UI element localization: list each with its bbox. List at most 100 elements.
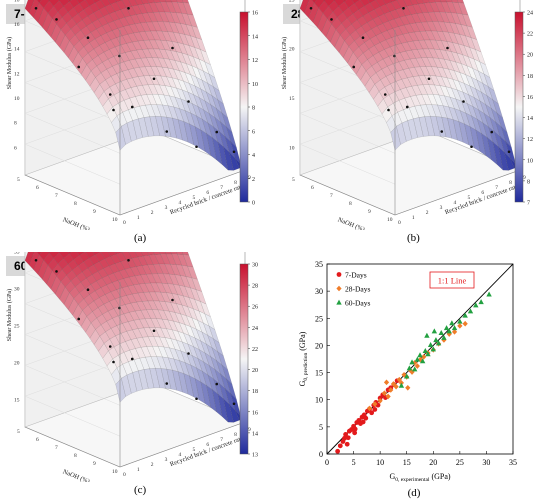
z-tick-label: 10 (289, 145, 295, 151)
surface-cell (36, 252, 42, 256)
surface-cell (79, 252, 90, 262)
data-point (336, 285, 342, 292)
surface-cell (462, 14, 473, 28)
surface-cell (182, 252, 190, 256)
colorbar-label: 18 (252, 389, 258, 395)
x-tick-label: 2 (151, 462, 154, 468)
x-tick-label: 3 (165, 205, 168, 211)
colorbar-label: 12 (527, 137, 533, 143)
surface-cell (200, 49, 211, 66)
data-point (411, 366, 418, 372)
panel-a-caption: (a) (134, 232, 147, 244)
data-point (215, 382, 219, 386)
data-point (478, 299, 484, 305)
data-point (425, 351, 431, 357)
colorbar-label: 14 (252, 431, 258, 437)
x-tick-label: 1 (137, 215, 140, 221)
y-tick-label: 7 (55, 445, 58, 451)
x-tick-label: 7 (220, 437, 223, 443)
data-point (405, 105, 409, 109)
z-tick-label: 10 (14, 96, 20, 102)
data-point (108, 93, 112, 96)
x-tick-label: 4 (179, 452, 182, 458)
surface-cell (351, 0, 360, 4)
colorbar-label: 26 (252, 305, 258, 311)
x-tick-label: 6 (206, 442, 209, 448)
data-point (462, 100, 465, 103)
data-point (449, 320, 455, 326)
x-tick-label: 0 (123, 220, 126, 226)
surface-cell (488, 86, 499, 105)
legend-label: 60-Days (345, 299, 370, 308)
data-point (486, 291, 492, 297)
colorbar-label: 7 (527, 201, 530, 207)
surface-cell (94, 0, 106, 10)
axis-edge (24, 174, 121, 216)
data-point (130, 105, 134, 109)
data-point (352, 430, 358, 436)
y-tick-label: 5 (292, 177, 295, 183)
y-tick-label: 10 (112, 217, 118, 223)
y-tick-label: 25 (315, 314, 323, 323)
surface-cell (475, 49, 486, 66)
y-tick-label: 5 (319, 423, 323, 432)
axis-edge (394, 169, 521, 216)
z-tick-label: 14 (14, 47, 20, 53)
surface-cell (213, 86, 224, 105)
surface-cell (299, 0, 310, 14)
surface-cell (314, 0, 325, 9)
surface-cell (191, 25, 203, 40)
surface-cell (382, 0, 392, 5)
surface-cell (187, 14, 198, 28)
data-point (195, 397, 198, 401)
data-point (77, 317, 81, 321)
surface-cell (48, 0, 51, 2)
colorbar-label: 30 (252, 263, 258, 269)
x-tick-label: 5 (192, 195, 195, 201)
x-tick-label: 2 (426, 210, 429, 216)
surface-cell (24, 252, 35, 266)
data-point (130, 357, 134, 361)
surface-cell (170, 252, 178, 255)
surface-cell (230, 141, 241, 165)
colorbar-label: 14 (527, 116, 533, 122)
z-tick-label: 12 (14, 71, 20, 77)
x-tick-label: 0 (398, 220, 401, 226)
data-point (152, 329, 156, 333)
colorbar-label: 4 (252, 153, 255, 159)
x-tick-label: 5 (352, 458, 356, 467)
z-axis-label: Shear Modulus (GPa) (6, 37, 13, 89)
surface-cell (369, 0, 381, 10)
surface-cell (94, 252, 106, 262)
data-point (171, 46, 174, 50)
colorbar-label: 13 (252, 453, 258, 459)
data-point (431, 328, 438, 334)
data-point (398, 382, 405, 388)
z-axis-label: Shear Modulus (GPa) (6, 289, 13, 341)
legend: 7-Days 28-Days 60-Days (336, 271, 370, 308)
surface-cell (505, 141, 516, 165)
data-point (438, 330, 444, 336)
data-point (337, 443, 343, 449)
y-tick-label: 6 (36, 185, 39, 191)
y-tick-label: 35 (315, 260, 323, 269)
surface-cell (58, 252, 61, 253)
z-tick-label: 25 (14, 323, 20, 329)
surface-cell (92, 252, 101, 256)
grid-line (24, 365, 121, 406)
axis-edge (119, 421, 246, 468)
scatter-plot-d: 0 5 10 15 20 25 30 35 0 5 10 15 20 25 30 35 7-Days 28-Day… (298, 260, 517, 499)
surface-cell (141, 252, 150, 257)
surface-cell (451, 0, 459, 3)
data-point (344, 441, 350, 447)
y-tick-label: 10 (387, 217, 393, 223)
colorbar-label: 6 (252, 129, 255, 135)
data-point (86, 36, 90, 39)
surface-cell (24, 0, 35, 14)
surface-cell (200, 301, 211, 318)
data-point (419, 358, 426, 364)
surface-cell (107, 0, 117, 5)
data-point (127, 7, 130, 10)
x-tick-label: 6 (481, 190, 484, 196)
data-point (451, 329, 458, 335)
